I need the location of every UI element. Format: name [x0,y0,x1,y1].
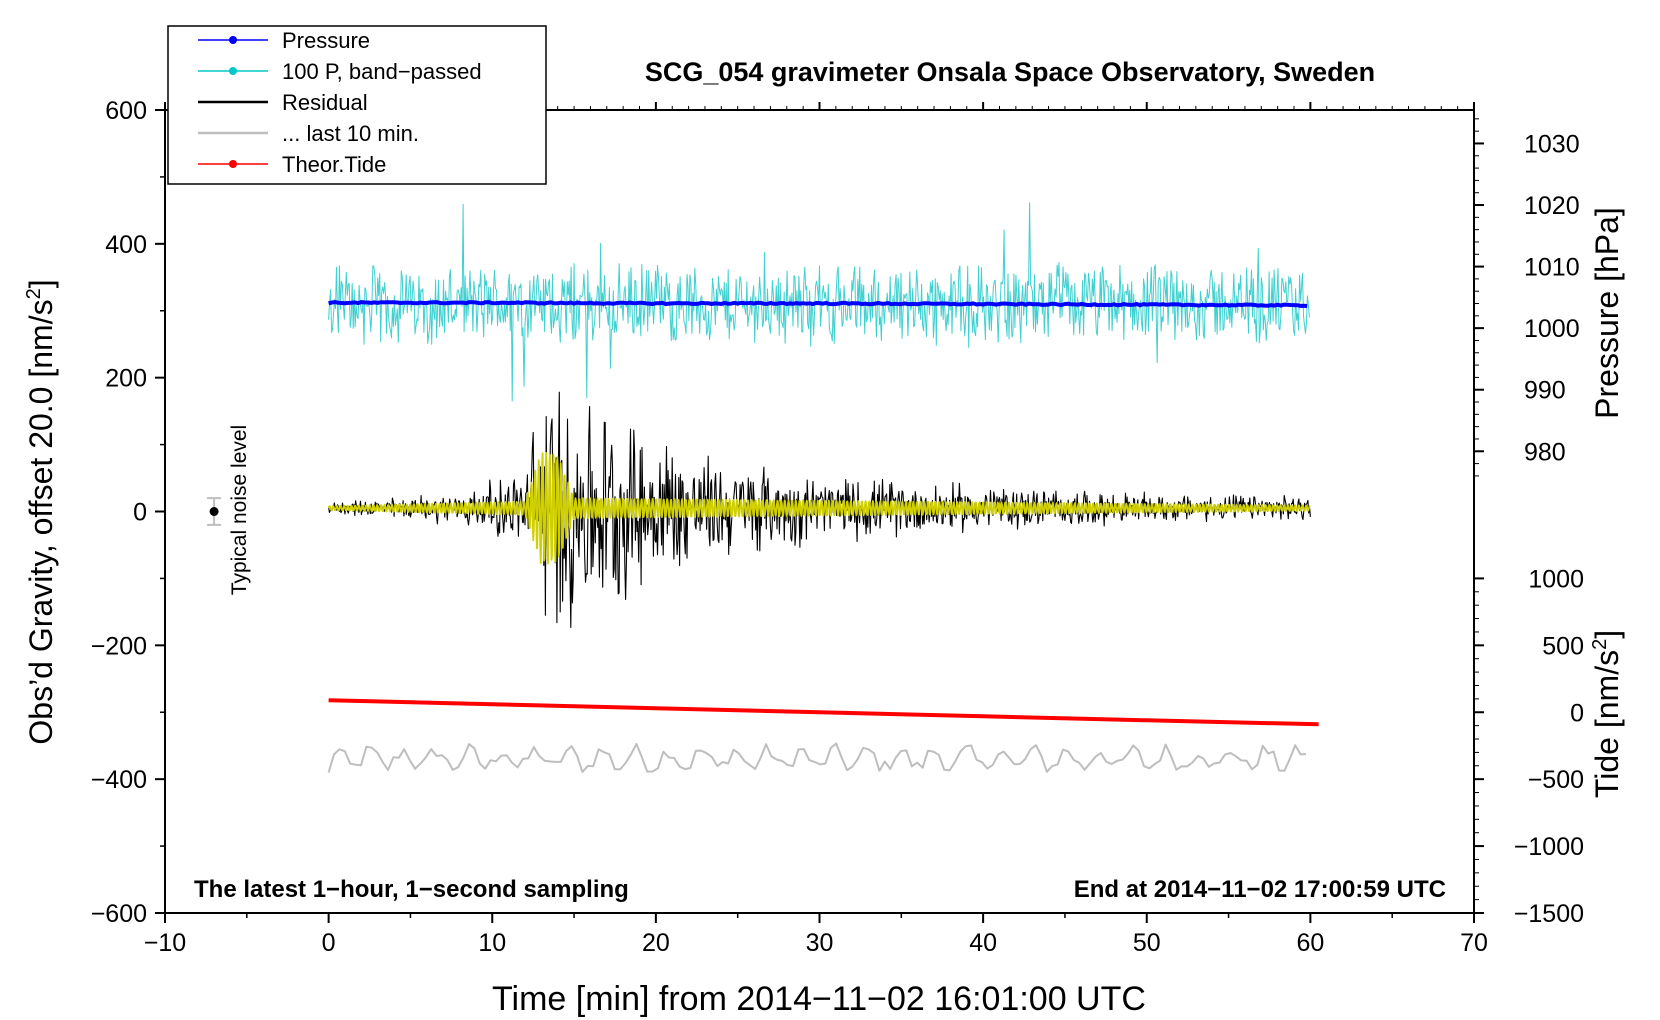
pressure-tick-label: 1020 [1524,192,1580,220]
tide-tick-label: −1000 [1514,833,1584,861]
y-tick-label: 600 [105,97,147,125]
legend-box [167,25,547,185]
tide-tick-label: 0 [1570,699,1584,727]
y-axis-label-tide-close: ] [1589,630,1625,639]
legend: Pressure 100 P, band−passed Residual ... la… [198,28,482,177]
tide-tick-label: −1500 [1514,900,1584,928]
annotation-end-time: End at 2014−11−02 17:00:59 UTC [1074,876,1446,903]
pressure-tick-label: 1010 [1524,254,1580,282]
legend-label: Pressure [282,28,370,53]
legend-label: 100 P, band−passed [282,59,482,84]
y-tick-label: −400 [91,766,147,794]
x-tick-label: 60 [1296,929,1324,957]
annotation-sampling: The latest 1−hour, 1−second sampling [194,876,629,903]
series-band-passed-pressure [328,202,1310,402]
series-last-10-min [327,742,1307,773]
legend-marker [229,36,237,44]
series-residual [328,391,1311,629]
tide-tick-label: 500 [1542,632,1584,660]
y-tick-label: −600 [91,900,147,928]
x-tick-label: −10 [144,929,186,957]
y-axis-label-gravity-close: ] [23,279,59,288]
x-tick-label: 10 [478,929,506,957]
y-tick-label: 400 [105,231,147,259]
pressure-tick-label: 1030 [1524,130,1580,158]
series-layer [327,202,1319,773]
pressure-tick-label: 990 [1524,377,1566,405]
y-axis-label-gravity: Obs’d Gravity, offset 20.0 [nm/s2] [23,279,59,744]
series-pressure [328,300,1308,308]
y-tick-label: 0 [133,499,147,527]
legend-label: ... last 10 min. [282,121,419,146]
x-axis-label: Time [min] from 2014−11−02 16:01:00 UTC [492,980,1146,1018]
x-tick-label: 0 [322,929,336,957]
y-tick-label: 200 [105,365,147,393]
y-tick-label: −200 [91,632,147,660]
y-axis-label-tide-main: Tide [nm/s [1589,650,1625,798]
x-tick-label: 50 [1133,929,1161,957]
legend-marker [229,67,237,75]
series-theoretical-tide [328,698,1319,727]
y-axis-label-tide: Tide [nm/s2] [1589,630,1625,798]
y-axis-label-gravity-main: Obs’d Gravity, offset 20.0 [nm/s [23,299,59,744]
tide-tick-label: −500 [1528,766,1584,794]
legend-label: Theor.Tide [282,152,386,177]
x-tick-label: 20 [642,929,670,957]
noise-level-marker [207,497,222,526]
legend-marker [229,160,237,168]
y-axis-label-tide-sup: 2 [1589,639,1611,650]
tide-tick-label: 1000 [1528,565,1584,593]
x-tick-label: 40 [969,929,997,957]
x-tick-label: 70 [1460,929,1488,957]
y-axis-label-gravity-sup: 2 [23,288,45,299]
pressure-tick-label: 980 [1524,438,1566,466]
pressure-tick-label: 1000 [1524,315,1580,343]
y-axis-label-pressure: Pressure [hPa] [1589,207,1625,419]
axis-ticks: −10 0 10 20 30 40 50 60 70−600−400−2000200400600… [91,97,1584,957]
series-filtered-residual [327,451,1311,565]
x-tick-label: 30 [806,929,834,957]
noise-point [209,507,219,516]
chart-title: SCG_054 gravimeter Onsala Space Observat… [645,57,1375,87]
noise-level-label: Typical noise level [228,425,251,595]
legend-label: Residual [282,90,368,115]
